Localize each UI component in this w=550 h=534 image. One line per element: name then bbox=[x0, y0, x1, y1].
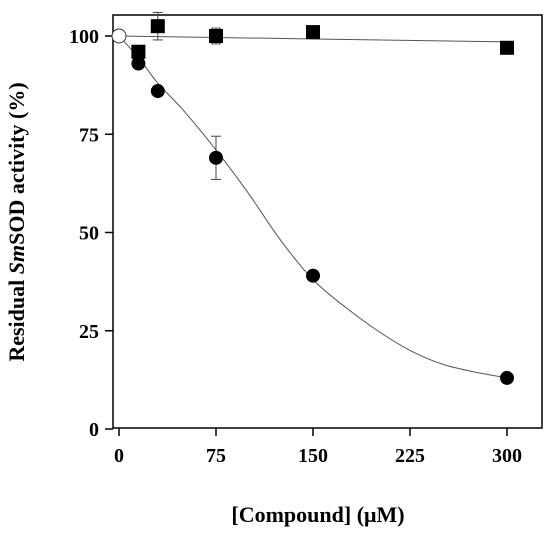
y-axis-title-italic: Sm bbox=[4, 245, 29, 274]
x-tick-label: 150 bbox=[298, 445, 328, 467]
fit-curves bbox=[118, 35, 508, 379]
x-axis-title: [Compound] (μM) bbox=[231, 502, 404, 527]
y-tick-label: 50 bbox=[79, 223, 99, 245]
data-point-square bbox=[500, 40, 514, 55]
data-point-square bbox=[209, 29, 223, 43]
data-point-circle bbox=[131, 56, 146, 71]
data-point-square bbox=[131, 44, 146, 59]
data-point-square bbox=[306, 25, 320, 40]
y-tick-label: 100 bbox=[69, 26, 99, 48]
y-tick-label: 0 bbox=[89, 419, 99, 441]
data-point-square bbox=[150, 19, 165, 34]
data-point-circle bbox=[150, 84, 165, 99]
data-point-circle bbox=[306, 268, 320, 283]
y-axis-title-suffix: SOD activity (%) bbox=[4, 82, 29, 245]
data-point-circle bbox=[500, 370, 514, 385]
error-bars bbox=[133, 11, 512, 383]
x-tick-label: 300 bbox=[492, 445, 522, 467]
plot-frame bbox=[112, 14, 543, 429]
y-tick-label: 25 bbox=[79, 321, 99, 343]
y-axis-title: Residual SmSOD activity (%) bbox=[4, 82, 29, 361]
fit-curve-circle bbox=[118, 35, 508, 379]
data-point-circle bbox=[209, 150, 223, 165]
x-tick-label: 75 bbox=[206, 445, 226, 467]
x-axis: 0 75 150 225 300 bbox=[114, 428, 522, 467]
x-tick-label: 225 bbox=[395, 445, 425, 467]
y-axis-title-prefix: Residual bbox=[4, 274, 29, 361]
x-tick-label: 0 bbox=[114, 445, 124, 467]
reference-point-open-circle bbox=[111, 28, 127, 44]
y-tick-label: 75 bbox=[79, 124, 99, 146]
y-axis: 0 25 50 75 100 bbox=[69, 26, 113, 441]
data-markers bbox=[111, 19, 514, 385]
